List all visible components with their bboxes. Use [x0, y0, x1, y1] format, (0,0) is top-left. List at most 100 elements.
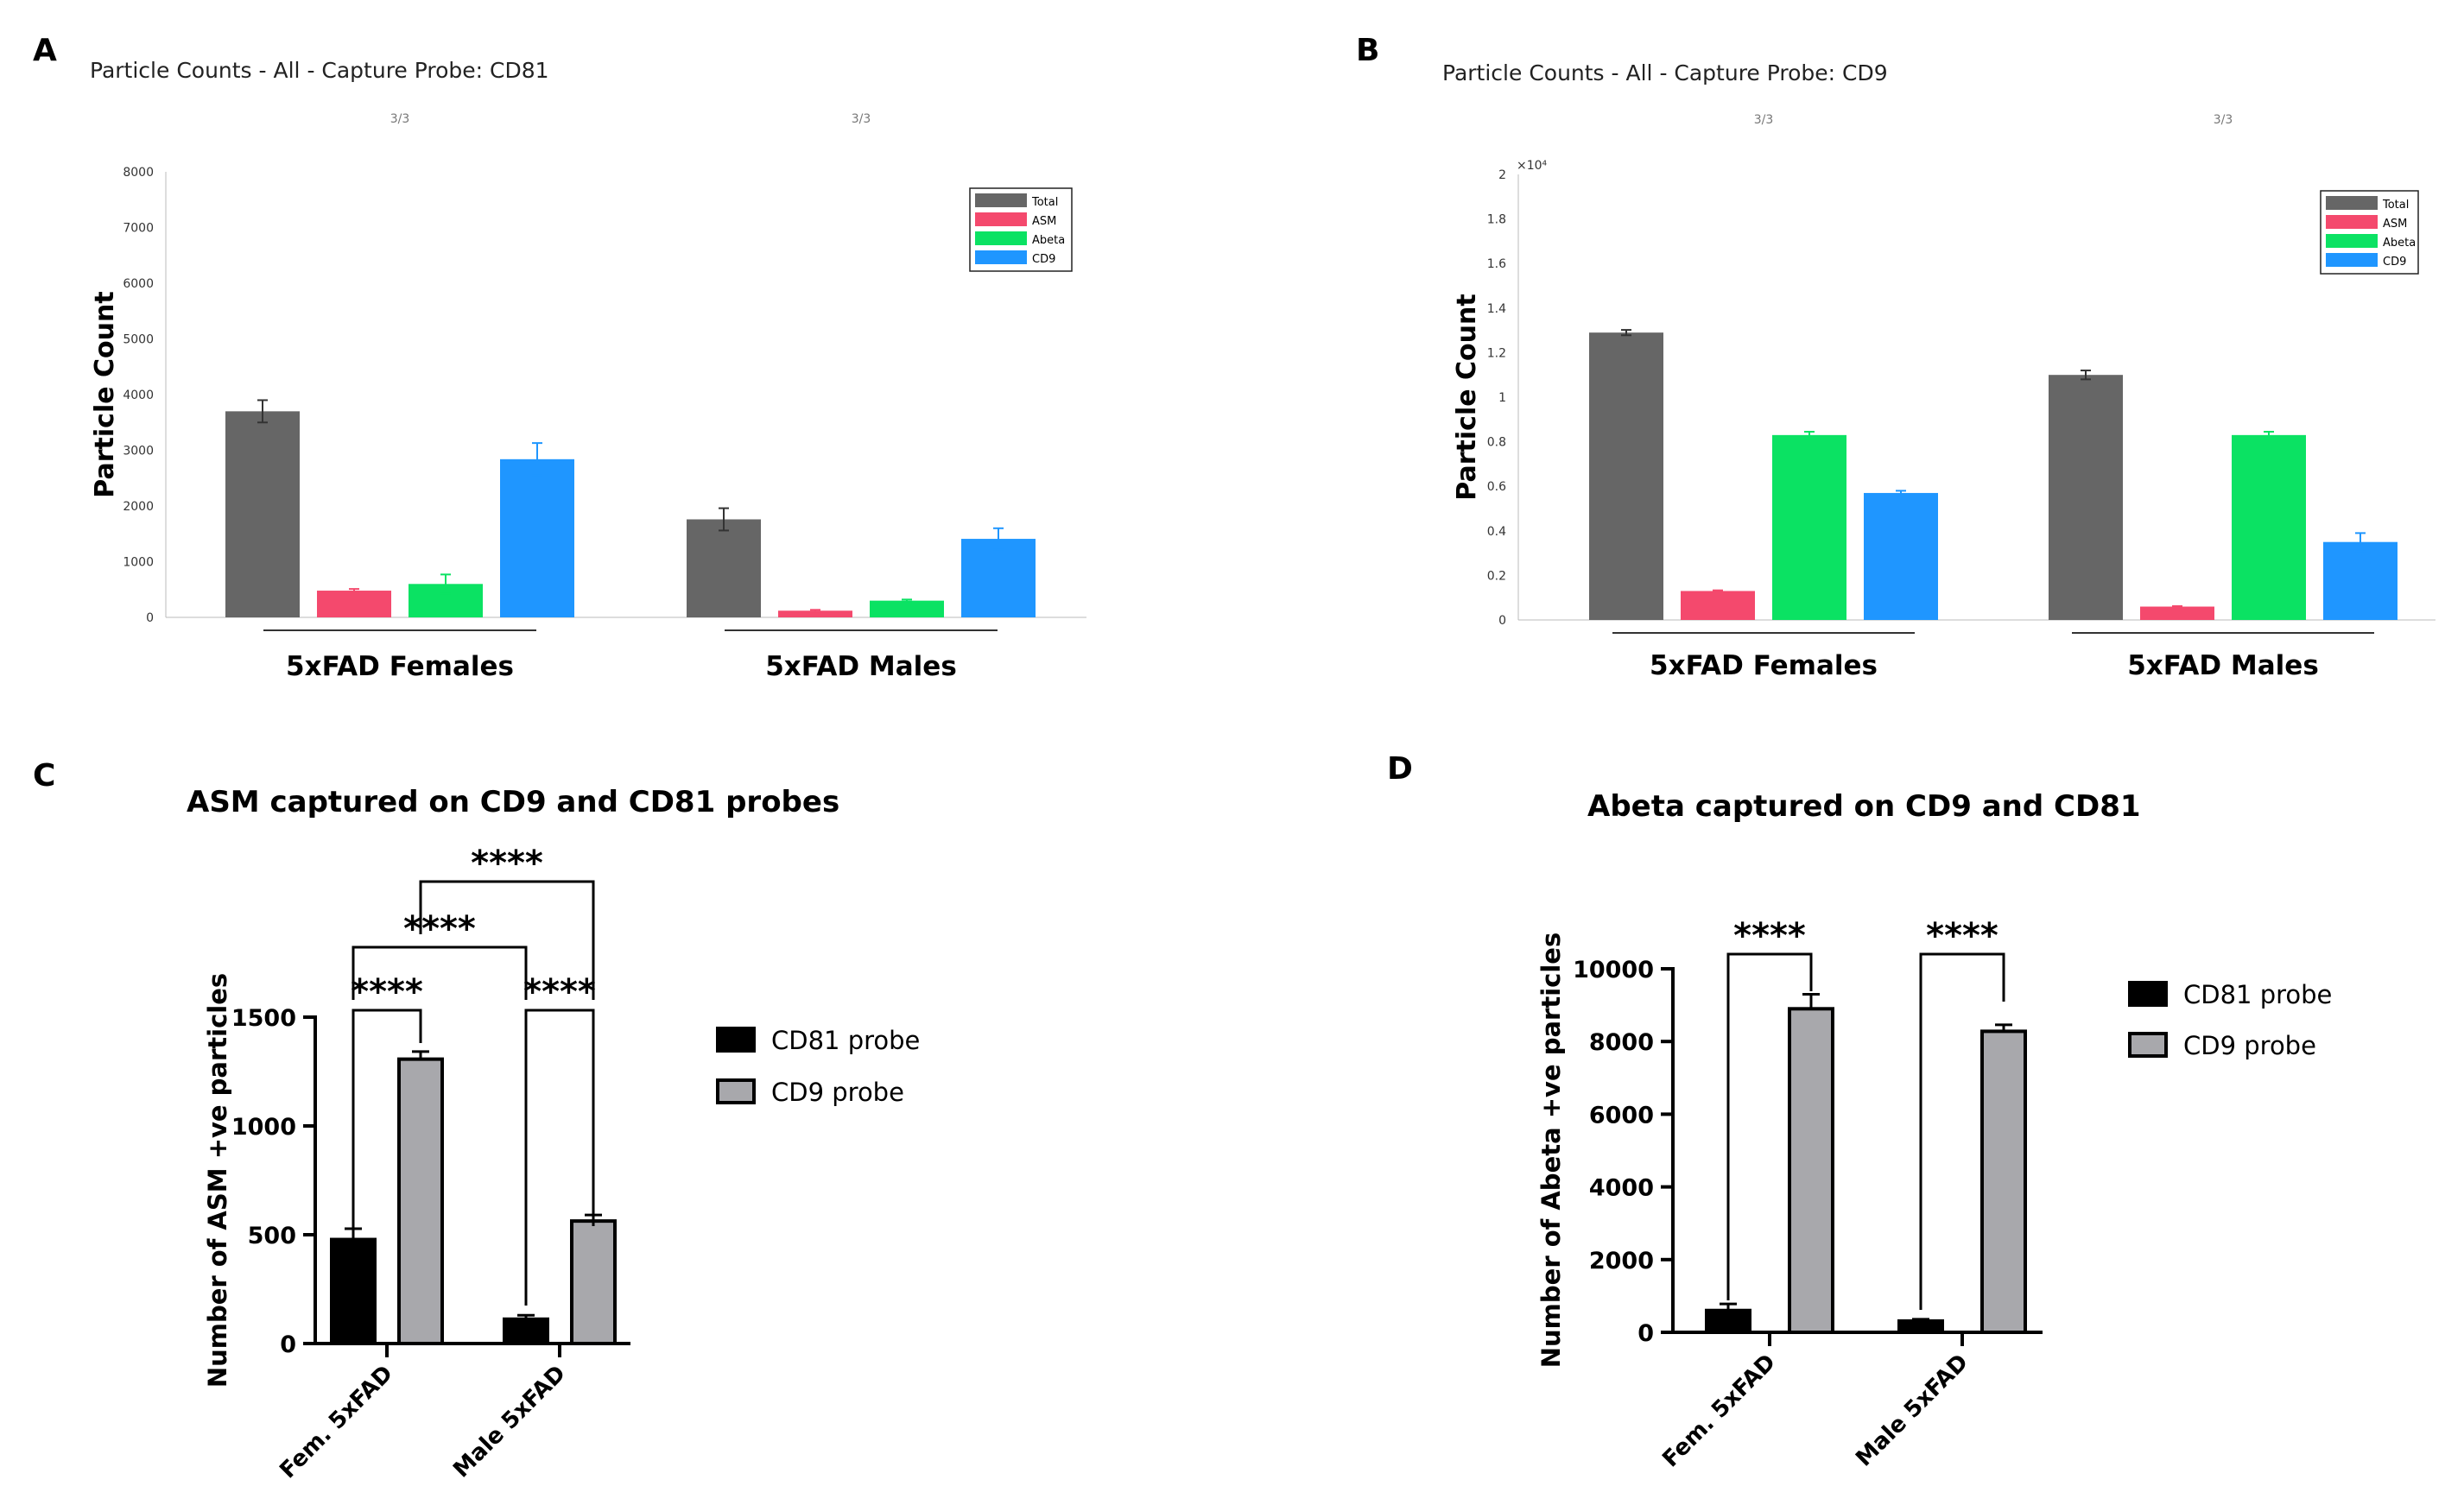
y-tick-label: 1.2 [1487, 346, 1506, 360]
legend-label: CD9 [1032, 253, 1055, 266]
legend-label: ASM [1032, 215, 1056, 228]
y-tick-label: 8000 [1589, 1029, 1654, 1056]
y-tick-label: 0 [146, 611, 154, 625]
y-tick-label: 2000 [123, 500, 154, 514]
panel-letter-d: D [1387, 751, 1413, 787]
significance-label: **** [471, 844, 543, 883]
legend-swatch [975, 231, 1027, 245]
legend-label: ASM [2383, 218, 2407, 231]
y-tick-label: 4000 [123, 389, 154, 402]
legend-swatch [2326, 234, 2378, 248]
legend-label: Abeta [1032, 234, 1065, 247]
y-tick-label: 0.8 [1487, 436, 1506, 450]
bar-cd81-probe-1 [1705, 1308, 1751, 1334]
bar-asm-1 [317, 591, 391, 617]
legend-label: CD9 [2383, 256, 2406, 269]
bar-cd9-2 [961, 539, 1036, 617]
y-tick-label: 0.4 [1487, 525, 1506, 539]
chart-title: Particle Counts - All - Capture Probe: C… [90, 58, 549, 83]
bracket-line [352, 945, 528, 1000]
legend: CD81 probe CD9 probe [716, 1026, 920, 1107]
bar-total-2 [687, 519, 761, 617]
legend-label: Total [2382, 199, 2409, 212]
legend-swatch [975, 212, 1027, 226]
y-tick-label: 5000 [123, 333, 154, 347]
bar-cd81-probe-2 [1897, 1318, 1944, 1334]
y-tick-label: 1.6 [1487, 257, 1506, 271]
y-tick-label: 2 [1498, 168, 1506, 182]
panel-letter-a: A [33, 33, 57, 68]
y-tick-label: 1.4 [1487, 302, 1506, 316]
bar-cd81-probe-2 [503, 1317, 549, 1345]
bar-total-2 [2049, 375, 2123, 620]
y-axis-label: Number of Abeta +ve particles [1536, 933, 1566, 1368]
chart-title: Particle Counts - All - Capture Probe: C… [1442, 60, 1888, 85]
chart-b: B Particle Counts - All - Capture Probe: … [1356, 33, 2435, 681]
y-tick-label: 0.2 [1487, 569, 1506, 583]
subtitle-mark: 3/3 [2214, 113, 2233, 127]
y-tick-label: 0 [1498, 614, 1506, 628]
y-tick-label: 1500 [231, 1005, 296, 1032]
legend-label: CD81 probe [771, 1026, 920, 1055]
bar-abeta-1 [1772, 434, 1846, 620]
legend-swatch [2326, 196, 2378, 210]
chart-c: C ASM captured on CD9 and CD81 probes 0 500… [33, 758, 920, 1483]
y-tick-label: 500 [248, 1223, 296, 1249]
y-tick-label: 6000 [123, 277, 154, 291]
bar-cd9-2 [2323, 541, 2397, 620]
y-tick-label: 0 [1637, 1320, 1654, 1347]
y-tick-label: 3000 [123, 445, 154, 458]
significance-bracket: **** [351, 972, 423, 1228]
y-tick-label: 6000 [1589, 1102, 1654, 1129]
x-tick-label: Male 5xFAD [448, 1361, 571, 1483]
legend-swatch [2326, 253, 2378, 267]
bracket-line [352, 1009, 422, 1228]
legend-label: Abeta [2383, 237, 2416, 250]
panel-letter-b: B [1356, 33, 1379, 68]
subtitle-mark: 3/3 [1754, 113, 1774, 127]
significance-bracket: **** [419, 844, 595, 1000]
legend: Total ASM Abeta CD9 [969, 187, 1073, 272]
chart-title: ASM captured on CD9 and CD81 probes [187, 785, 839, 819]
x-tick-label: 5xFAD Males [765, 651, 957, 682]
y-axis-label: Number of ASM +ve particles [203, 973, 232, 1388]
significance-label: **** [351, 972, 423, 1012]
bracket-line [524, 1009, 595, 1306]
significance-bracket: **** [1726, 916, 1813, 1300]
legend: Total ASM Abeta CD9 [2320, 190, 2419, 275]
chart-d: D Abeta captured on CD9 and CD81 0 2000 4000… [1387, 751, 2332, 1472]
bar-total-1 [225, 411, 300, 617]
x-tick-label: Fem. 5xFAD [275, 1361, 398, 1484]
y-tick-label: 1 [1498, 391, 1506, 405]
y-tick-label: 1000 [123, 556, 154, 570]
legend-label: Total [1031, 196, 1058, 209]
significance-bracket: **** [352, 909, 528, 1000]
legend-swatch [2326, 215, 2378, 229]
bar-cd9-probe-2 [570, 1219, 617, 1346]
bar-cd81-probe-1 [330, 1237, 377, 1345]
x-tick-label: 5xFAD Females [286, 651, 514, 682]
x-tick-label: Male 5xFAD [1851, 1350, 1973, 1472]
x-tick-label: 5xFAD Males [2127, 650, 2319, 681]
y-tick-label: 10000 [1573, 957, 1654, 983]
bar-cd9-probe-2 [1980, 1029, 2027, 1334]
bar-total-1 [1589, 332, 1663, 620]
y-multiplier: ×10⁴ [1517, 159, 1548, 173]
chart-title: Abeta captured on CD9 and CD81 [1587, 789, 2141, 824]
bar-cd9-probe-1 [397, 1057, 444, 1345]
bracket-line [419, 880, 595, 1000]
y-tick-label: 2000 [1589, 1248, 1654, 1274]
legend-label: CD81 probe [2183, 980, 2332, 1009]
x-tick-label: 5xFAD Females [1650, 650, 1878, 681]
y-axis-label: Particle Count [1452, 294, 1482, 500]
legend: CD81 probe CD9 probe [2128, 980, 2332, 1060]
legend-swatch [2128, 1032, 2168, 1058]
legend-swatch [975, 250, 1027, 264]
significance-label: **** [1926, 916, 1998, 956]
legend-label: CD9 probe [2183, 1031, 2316, 1060]
bar-asm-1 [1681, 591, 1755, 620]
y-tick-label: 0.6 [1487, 480, 1506, 494]
legend-label: CD9 probe [771, 1078, 904, 1107]
bracket-line [1726, 952, 1813, 1300]
